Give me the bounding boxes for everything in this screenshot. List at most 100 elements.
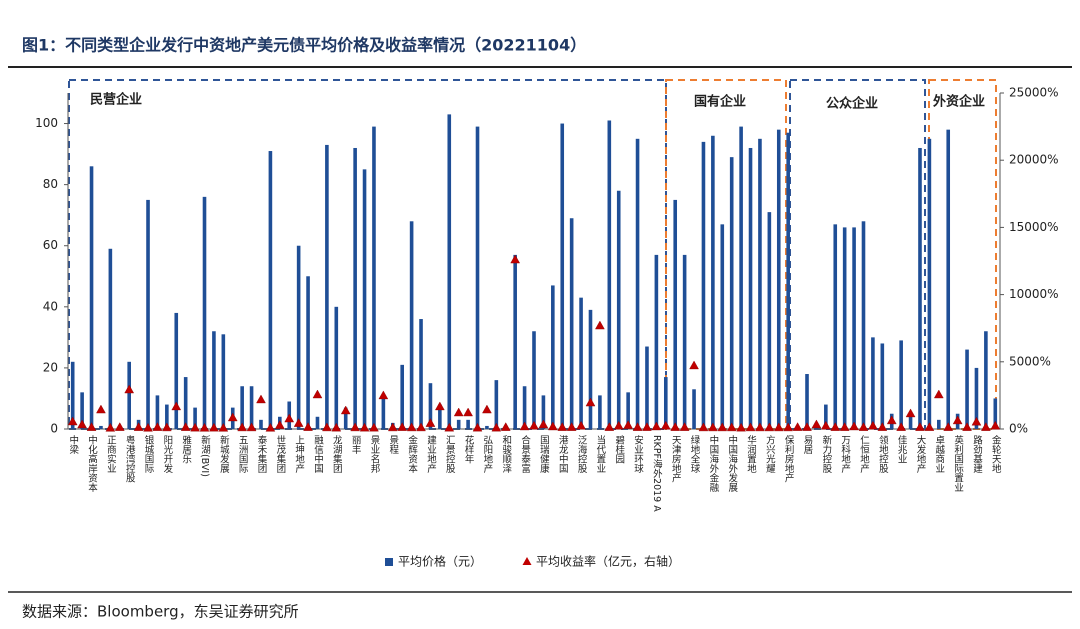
yield-marker <box>105 422 116 432</box>
bar <box>607 120 612 429</box>
yield-marker <box>246 422 257 432</box>
yield-marker <box>162 422 172 432</box>
x-tick-label: 泛海控股 <box>576 435 588 474</box>
x-tick-label: 天津房地产 <box>670 435 682 483</box>
yield-marker <box>792 422 803 431</box>
bar <box>861 221 866 429</box>
x-tick-label: 泰禾集团 <box>255 434 267 474</box>
yield-marker <box>632 422 643 431</box>
yield-marker <box>227 412 238 422</box>
x-tick-label: 龙湖集团 <box>331 434 343 474</box>
bar <box>692 389 696 429</box>
yield-marker <box>96 404 106 414</box>
bar <box>974 367 979 429</box>
yield-marker <box>764 422 775 432</box>
bar <box>522 386 527 429</box>
yield-marker <box>387 422 398 432</box>
x-tick-label: 路劲基建 <box>971 434 983 474</box>
x-tick-label: 易居 <box>802 435 814 455</box>
yield-marker <box>538 419 549 429</box>
x-tick-label: 保利房地产 <box>783 434 795 483</box>
bar <box>908 413 913 429</box>
bar <box>984 331 988 429</box>
yield-marker <box>463 407 473 417</box>
y2-tick-label: 10000% <box>1009 287 1059 301</box>
bar <box>711 135 715 429</box>
yield-marker <box>604 422 615 431</box>
x-tick-label: 金辉资本 <box>406 434 418 474</box>
bar <box>485 425 489 429</box>
bar <box>108 248 113 429</box>
y2-tick-label: 15000% <box>1009 220 1059 234</box>
yield-marker <box>312 389 323 399</box>
x-tick-label: 五洲国际 <box>237 435 249 474</box>
group-label: 外资企业 <box>932 94 985 110</box>
x-tick-label: 合景泰富 <box>519 434 531 474</box>
bar <box>842 227 847 429</box>
yield-marker <box>811 419 822 429</box>
yield-marker <box>303 422 313 431</box>
yield-marker <box>802 422 812 431</box>
bar <box>946 129 951 429</box>
bar <box>400 364 405 429</box>
yield-marker <box>670 422 681 431</box>
y-tick-label: 100 <box>35 116 58 130</box>
bar <box>419 319 423 429</box>
bar <box>268 151 273 429</box>
bar <box>202 196 207 429</box>
bar <box>852 227 856 429</box>
yield-marker <box>651 421 662 431</box>
bar <box>729 157 734 430</box>
bar <box>654 254 659 429</box>
bar <box>918 147 922 429</box>
x-tick-label: 新力控股 <box>820 434 832 474</box>
bar <box>786 132 790 429</box>
yield-marker <box>886 415 897 425</box>
bar <box>833 224 838 429</box>
bar <box>927 138 932 429</box>
yield-marker <box>943 422 954 431</box>
yield-marker <box>755 422 765 432</box>
group-label: 公众企业 <box>826 96 878 112</box>
x-tick-label: 金轮天地 <box>990 434 1002 473</box>
yield-marker <box>86 422 97 431</box>
x-tick-label: 佳兆业 <box>896 434 908 463</box>
y2-tick-label: 5000% <box>1009 354 1051 368</box>
yield-marker <box>274 420 285 429</box>
bar <box>99 425 103 429</box>
bar <box>673 199 678 429</box>
yield-marker <box>576 420 586 430</box>
bar <box>965 349 969 429</box>
yield-marker <box>585 397 596 407</box>
x-tick-label: 上坤地产 <box>293 435 305 474</box>
bar <box>456 419 461 429</box>
bar <box>240 386 244 429</box>
yield-marker <box>284 413 295 423</box>
x-tick-label: 中梁 <box>67 434 79 455</box>
yield-marker <box>397 422 408 431</box>
bar <box>805 374 809 429</box>
bar <box>663 377 668 429</box>
bar <box>127 361 131 429</box>
bar <box>174 312 179 429</box>
x-tick-label: 新湖(BVI) <box>199 434 211 477</box>
yield-marker <box>952 415 963 425</box>
yield-marker <box>152 422 163 431</box>
yield-marker <box>839 422 850 431</box>
group-box <box>789 79 926 430</box>
x-tick-label: 和骏顺泽 <box>500 435 512 474</box>
bar <box>334 306 339 429</box>
bar <box>315 416 320 429</box>
x-tick-label: RKPF海外2019 A <box>651 435 663 512</box>
x-tick-label: 方兴光耀 <box>764 434 776 473</box>
bar <box>569 218 574 429</box>
yield-marker <box>369 422 379 432</box>
yield-marker <box>180 422 191 431</box>
bar <box>193 407 197 429</box>
bar <box>767 212 772 429</box>
bar <box>183 377 188 429</box>
x-tick-label: 景业名邦 <box>368 435 380 474</box>
yield-marker <box>783 422 794 432</box>
y-tick-label: 80 <box>43 177 58 191</box>
bar <box>588 309 593 429</box>
